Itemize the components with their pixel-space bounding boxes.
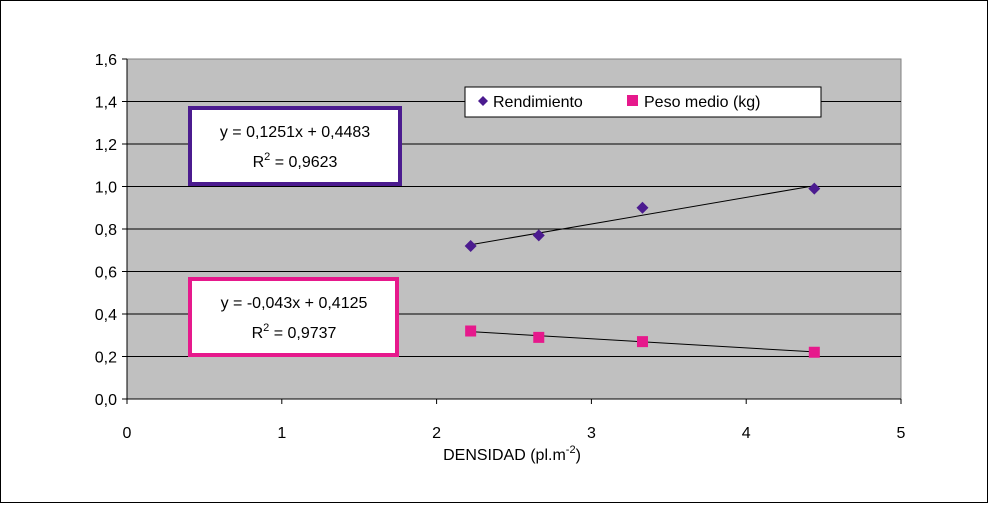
y-tick-label: 1,6 <box>95 52 117 69</box>
r2-label: R <box>253 154 265 171</box>
data-point-diamond <box>636 201 649 214</box>
equation-frame-rendimiento <box>188 106 402 186</box>
r2-superscript: 2 <box>263 322 269 334</box>
y-tick-label: 0,2 <box>95 350 117 367</box>
x-tick-label: 2 <box>432 425 441 442</box>
data-point-square <box>465 325 477 337</box>
y-tick-label: 1,2 <box>95 137 117 154</box>
y-tick-label: 0,8 <box>95 222 117 239</box>
equation-frame-peso-medio <box>188 277 399 357</box>
y-tick-label: 1,4 <box>95 95 117 112</box>
legend-diamond-marker <box>478 96 488 106</box>
y-tick-label: 0,6 <box>95 265 117 282</box>
y-tick-label: 0,4 <box>95 307 117 324</box>
legend-square-marker <box>627 95 638 106</box>
legend-box <box>464 86 822 118</box>
r-squared-text-rendimiento: R2 = 0,9623 <box>253 151 338 171</box>
legend-label-rendimiento: Rendimiento <box>493 94 583 111</box>
equation-box-peso-medio: y = -0,043x + 0,4125 R2 = 0,9737 <box>188 277 399 357</box>
r2-superscript: 2 <box>264 151 270 163</box>
data-point-square <box>636 336 648 348</box>
axes: 0,0 0,2 0,4 0,6 0,8 1,0 1,2 1,4 1,6 0 1 2 3 4 5 <box>95 52 906 442</box>
legend-label-peso-medio: Peso medio (kg) <box>644 94 761 111</box>
y-tick-label: 1,0 <box>95 180 117 197</box>
legend: Rendimiento Peso medio (kg) <box>464 86 822 118</box>
trendline-series-0 <box>470 185 815 246</box>
x-tick-label: 0 <box>123 425 132 442</box>
r2-value: = 0,9737 <box>269 325 336 342</box>
equation-box-rendimiento: y = 0,1251x + 0,4483 R2 = 0,9623 <box>188 106 402 186</box>
r-squared-text-peso-medio: R2 = 0,9737 <box>252 322 337 342</box>
equation-text-peso-medio: y = -0,043x + 0,4125 <box>221 295 368 312</box>
data-point-square <box>808 346 820 358</box>
r2-label: R <box>252 325 264 342</box>
data-point-diamond <box>808 182 821 195</box>
data-point-diamond <box>532 229 545 242</box>
x-axis-title-main: DENSIDAD (pl.m <box>443 447 566 464</box>
data-points <box>464 182 821 358</box>
data-point-diamond <box>464 240 477 252</box>
y-tick-label: 0,0 <box>95 392 117 409</box>
x-tick-label: 5 <box>897 425 906 442</box>
x-axis-title-suffix: ) <box>576 447 581 464</box>
x-tick-label: 1 <box>277 425 286 442</box>
x-tick-label: 3 <box>587 425 596 442</box>
x-axis-title-superscript: -2 <box>566 444 576 456</box>
equation-text-rendimiento: y = 0,1251x + 0,4483 <box>220 124 370 141</box>
x-axis-title: DENSIDAD (pl.m-2) <box>443 444 581 464</box>
r2-value: = 0,9623 <box>270 154 337 171</box>
data-point-square <box>533 331 545 343</box>
x-tick-label: 4 <box>742 425 751 442</box>
